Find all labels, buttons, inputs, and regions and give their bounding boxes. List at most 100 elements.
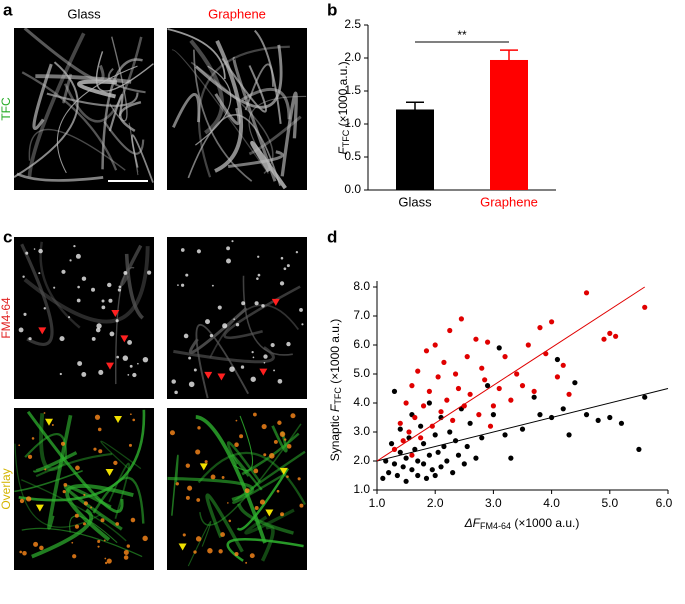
neurite: [171, 454, 179, 516]
puncta: [71, 541, 74, 544]
puncta: [68, 316, 71, 319]
point: [473, 455, 479, 461]
neurite: [241, 87, 291, 120]
puncta: [72, 554, 77, 559]
neurite: [171, 49, 269, 174]
puncta: [175, 482, 179, 486]
point: [467, 391, 473, 397]
y-tick-label: 4.0: [353, 395, 370, 409]
point: [502, 432, 508, 438]
point: [406, 429, 412, 435]
puncta: [177, 284, 179, 286]
neurite: [280, 91, 298, 177]
point: [554, 374, 561, 380]
puncta: [188, 381, 195, 388]
neurite: [209, 304, 300, 358]
point: [441, 443, 447, 450]
point: [403, 478, 409, 484]
arrowhead: [265, 509, 274, 517]
point: [525, 342, 531, 348]
puncta: [185, 495, 190, 500]
point: [464, 443, 470, 450]
puncta: [123, 555, 129, 560]
point: [383, 458, 389, 464]
arrowhead: [38, 327, 47, 335]
point: [508, 455, 514, 461]
y-tick-label: 1.0: [353, 482, 370, 496]
puncta: [269, 453, 275, 459]
puncta: [123, 549, 129, 555]
puncta: [25, 251, 29, 255]
neurite: [31, 508, 94, 559]
panel-label: a: [3, 0, 13, 19]
bar: [396, 109, 434, 190]
arrowhead: [279, 467, 288, 475]
point: [420, 441, 427, 447]
puncta: [218, 549, 223, 554]
point: [566, 432, 572, 438]
neurite: [187, 114, 281, 187]
puncta: [132, 372, 137, 378]
y-axis-label: FTFC (×1000 a.u.): [336, 61, 351, 154]
puncta: [128, 443, 132, 447]
neurite: [69, 515, 118, 544]
puncta: [113, 460, 118, 466]
arrowhead: [105, 468, 114, 476]
neurite: [109, 36, 128, 122]
column-label: Graphene: [208, 6, 266, 21]
puncta: [299, 503, 304, 508]
puncta: [259, 499, 266, 505]
neurite: [231, 454, 263, 491]
neurite: [14, 61, 79, 179]
puncta: [245, 561, 248, 564]
neurite: [32, 63, 53, 131]
point: [423, 348, 430, 354]
point: [423, 475, 430, 481]
point: [455, 385, 462, 392]
puncta: [257, 255, 260, 258]
neurite: [16, 172, 104, 182]
row-label: Overlay: [0, 468, 13, 509]
puncta: [97, 539, 101, 543]
arrowhead: [111, 309, 120, 317]
point: [397, 449, 403, 455]
point: [455, 452, 462, 458]
y-tick-label: 1.0: [344, 116, 361, 130]
neurite: [193, 49, 253, 182]
point: [420, 461, 427, 467]
point: [519, 383, 526, 389]
arrowhead: [178, 543, 187, 551]
point: [409, 452, 415, 458]
x-tick-label: Glass: [398, 194, 432, 209]
neurite: [195, 65, 232, 146]
puncta: [277, 378, 283, 384]
puncta: [101, 305, 106, 310]
puncta: [118, 285, 122, 289]
puncta: [77, 285, 80, 289]
puncta: [286, 444, 292, 449]
point: [380, 475, 386, 481]
puncta: [301, 323, 304, 326]
neurite: [47, 414, 73, 530]
arrowhead: [45, 418, 54, 426]
point: [412, 446, 418, 452]
puncta: [44, 468, 47, 471]
point: [391, 388, 398, 394]
point: [607, 330, 613, 336]
micrograph-frame: [14, 408, 154, 570]
neurite: [108, 462, 130, 519]
puncta: [130, 517, 136, 523]
neurite: [248, 115, 302, 156]
puncta: [22, 275, 25, 278]
neurite: [131, 134, 154, 183]
puncta: [43, 412, 46, 414]
point: [484, 339, 491, 345]
puncta: [231, 240, 234, 243]
neurite: [260, 525, 275, 562]
x-tick-label: 2.0: [427, 496, 444, 510]
puncta: [38, 248, 43, 254]
neurite: [26, 410, 124, 513]
puncta: [81, 372, 87, 377]
puncta: [77, 361, 83, 366]
point: [531, 394, 537, 400]
